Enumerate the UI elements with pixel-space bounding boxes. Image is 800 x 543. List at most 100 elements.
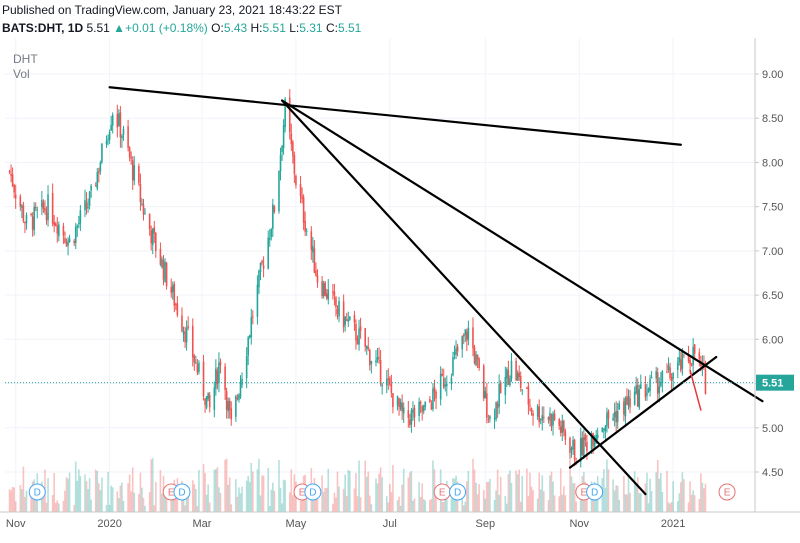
candle-body — [561, 420, 564, 433]
dividend-event-icon[interactable]: D — [449, 483, 467, 501]
volume-bar — [626, 494, 628, 512]
volume-bar — [496, 469, 499, 512]
volume-bar — [539, 489, 542, 512]
candle-body — [118, 113, 120, 126]
candle-body — [327, 289, 330, 300]
volume-bar — [473, 469, 476, 512]
candle-body — [681, 352, 684, 369]
volume-bar — [315, 493, 317, 512]
candle-body — [547, 417, 550, 420]
volume-bar — [690, 494, 693, 512]
time-tick-label: Sep — [476, 518, 496, 530]
candle-body — [51, 192, 54, 224]
volume-bar — [493, 500, 496, 512]
volume-bar — [683, 479, 685, 512]
volume-bar — [647, 503, 650, 512]
candle-body — [527, 386, 530, 405]
volume-bar — [64, 490, 66, 512]
volume-bar — [370, 504, 373, 512]
dividend-event-icon[interactable]: D — [28, 483, 46, 501]
open-label: O: — [211, 21, 224, 35]
candle-body — [299, 183, 302, 196]
candle-body — [365, 345, 368, 349]
event-circle — [28, 483, 46, 501]
dividend-event-icon[interactable]: D — [304, 483, 322, 501]
price-tick-label: 7.50 — [762, 202, 783, 214]
dividend-event-icon[interactable]: D — [586, 483, 604, 501]
volume-bar — [216, 467, 219, 512]
candle-body — [284, 98, 286, 128]
candle-body — [670, 377, 673, 382]
volume-bar — [336, 471, 339, 512]
volume-bar — [612, 479, 614, 512]
volume-bar — [689, 481, 691, 512]
volume-bar — [549, 475, 551, 512]
candle-body — [553, 414, 556, 420]
volume-bar — [430, 498, 433, 512]
candle-body — [193, 355, 196, 363]
volume-bar — [466, 481, 468, 512]
earnings-event-icon[interactable]: E — [718, 483, 736, 501]
volume-bar — [378, 473, 380, 512]
volume-bar — [202, 464, 205, 512]
candle-body — [564, 431, 567, 440]
volume-bar — [184, 505, 186, 512]
candle-body — [73, 240, 76, 243]
price-axis: 9.008.508.007.507.006.506.005.505.004.50 — [754, 38, 783, 512]
volume-bar — [527, 495, 530, 512]
volume-bar — [358, 460, 360, 512]
volume-bar — [538, 472, 540, 512]
price-tick-label: 7.00 — [762, 246, 783, 258]
volume-bar — [272, 482, 274, 512]
candle-body — [495, 402, 497, 420]
candle-body — [650, 376, 653, 379]
event-circle — [718, 483, 736, 501]
volume-bar — [279, 487, 282, 512]
earnings-event-icon[interactable]: E — [433, 483, 451, 501]
candle-body — [259, 262, 262, 272]
volume-bar — [56, 500, 59, 512]
candle-body — [187, 326, 189, 328]
candle-body — [30, 214, 32, 216]
volume-bar — [324, 487, 326, 512]
candle-body — [165, 262, 168, 287]
candle-body — [507, 370, 510, 386]
volume-bar — [660, 472, 662, 512]
candle-body — [689, 360, 691, 365]
candle-body — [332, 291, 334, 293]
candle-body — [392, 393, 394, 408]
event-circle — [586, 483, 604, 501]
volume-bar — [655, 472, 658, 512]
candle-body — [550, 414, 553, 427]
volume-bar — [421, 483, 423, 512]
candle-body — [198, 362, 200, 372]
volume-bar — [536, 498, 539, 512]
candle-body — [418, 401, 420, 417]
volume-bar — [464, 501, 467, 512]
volume-bar — [121, 482, 123, 512]
volume-bar — [701, 482, 704, 512]
volume-bar — [681, 472, 684, 512]
candle-body — [635, 385, 637, 394]
volume-bar — [195, 488, 197, 512]
candle-body — [239, 382, 242, 398]
candle-body — [98, 170, 100, 173]
candle-body — [461, 336, 464, 350]
volume-bar — [245, 480, 248, 512]
candle-body — [573, 439, 576, 460]
candle-body — [379, 359, 382, 384]
candle-body — [21, 205, 23, 208]
candle-body — [618, 403, 621, 410]
volume-bar — [385, 496, 388, 512]
volume-bar — [25, 490, 28, 512]
volume-bar — [398, 496, 400, 512]
volume-bar — [78, 469, 80, 512]
candle-body — [141, 203, 143, 205]
volume-bar — [412, 500, 414, 512]
dividend-event-icon[interactable]: D — [173, 483, 191, 501]
volume-bar — [390, 492, 393, 512]
volume-bar — [472, 458, 474, 512]
high-value: 5.51 — [262, 21, 286, 35]
volume-bar — [563, 486, 565, 512]
